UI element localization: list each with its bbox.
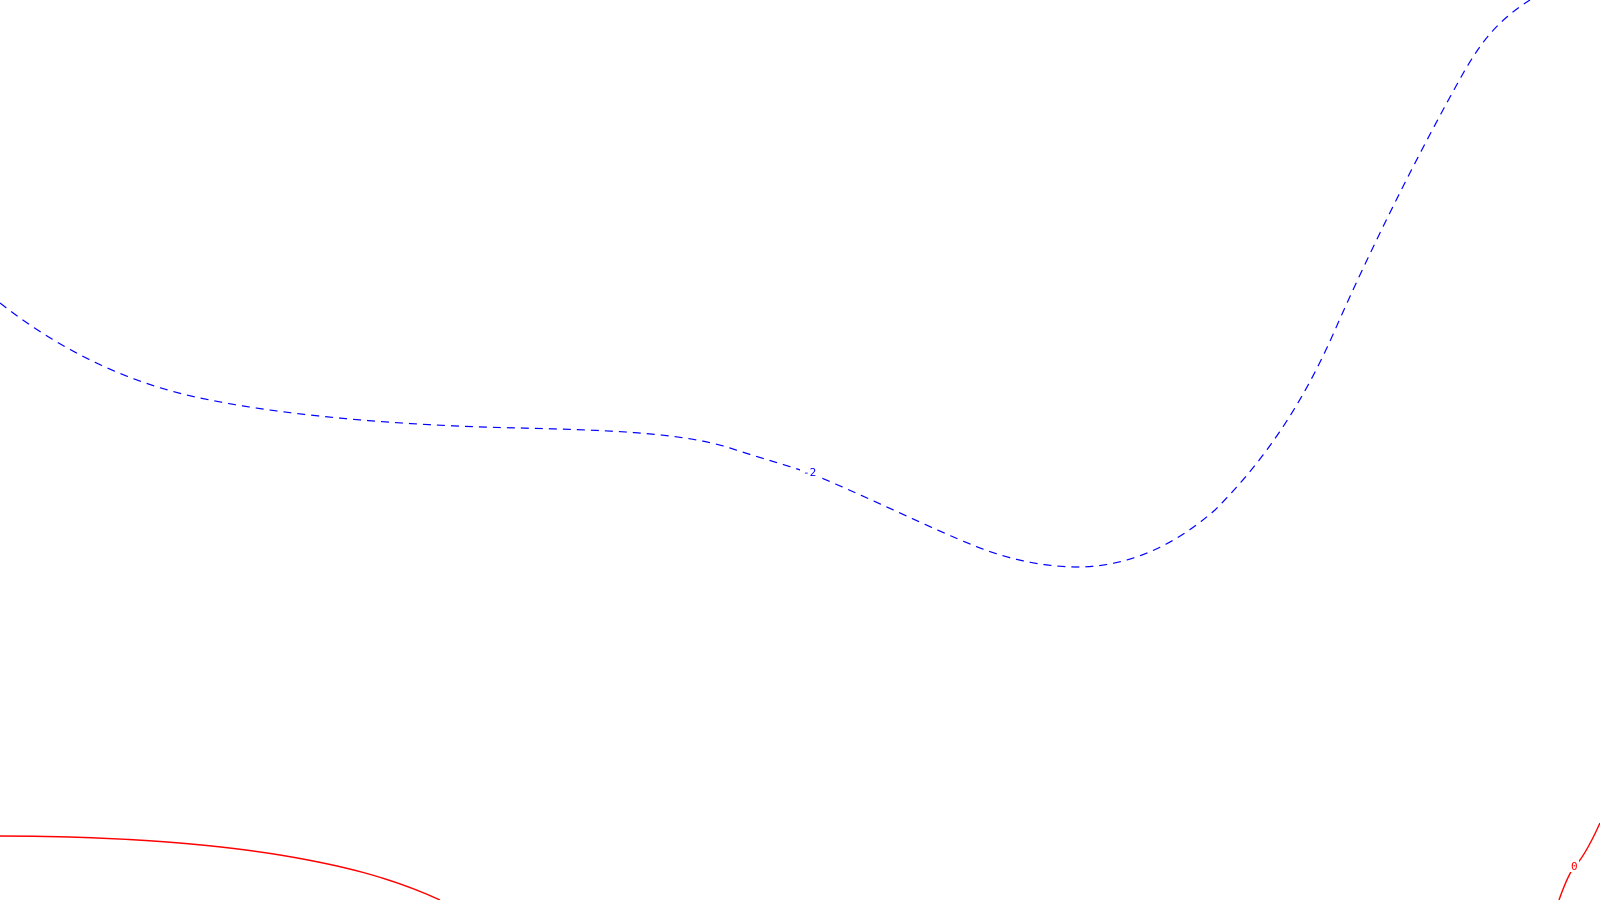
label-background (800, 465, 818, 478)
contour-line-0-right (1558, 822, 1600, 900)
contour-line-0-left (0, 835, 441, 900)
contour-label-0: 0 (1571, 860, 1578, 873)
contour-label-minus-2: -2 (803, 466, 816, 479)
contour-line-minus-2 (0, 0, 1531, 568)
label-background (1569, 859, 1579, 872)
